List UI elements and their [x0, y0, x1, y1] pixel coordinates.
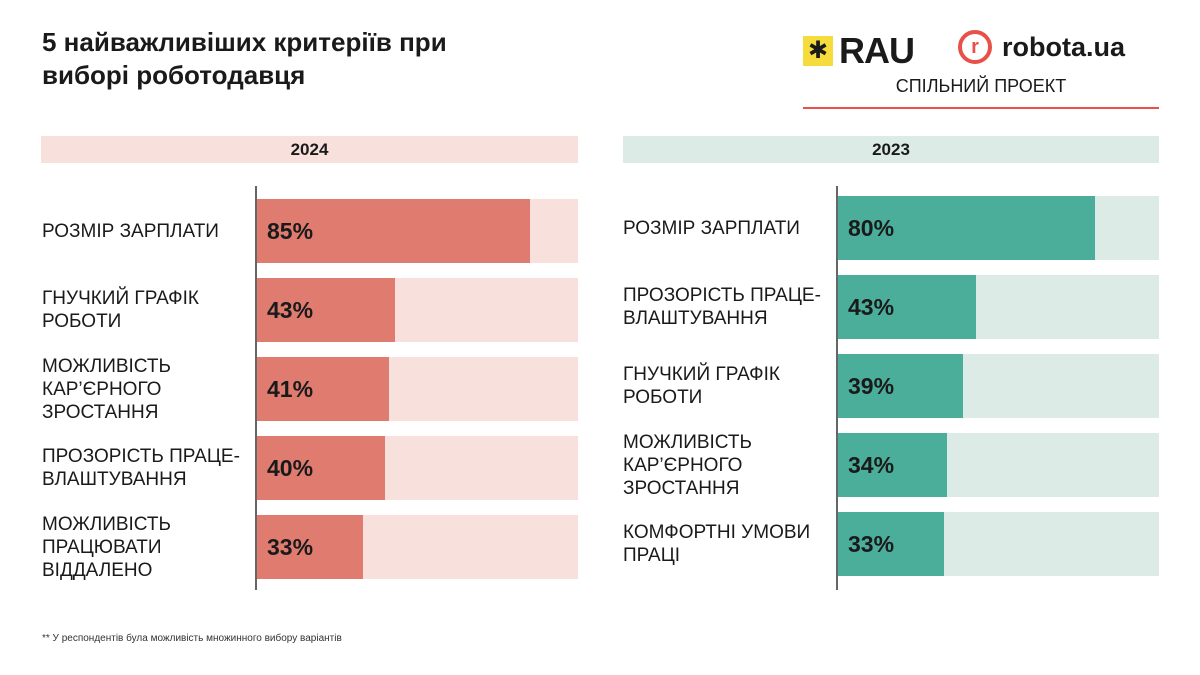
data-label: 40%	[267, 454, 314, 481]
bar-track: 41%	[257, 357, 578, 421]
bar-track: 34%	[838, 433, 1159, 497]
category-label: КОМФОРТНІ УМОВИ ПРАЦІ	[623, 522, 811, 566]
page-title: 5 найважливіших критеріїв при виборі роб…	[42, 27, 447, 90]
robota-r-icon: r	[958, 30, 992, 64]
data-label: 85%	[267, 217, 314, 244]
data-label: 43%	[267, 296, 314, 323]
category-label: ПРОЗОРІСТЬ ПРАЦЕ-ВЛАШТУВАННЯ	[623, 285, 821, 329]
bar	[838, 433, 948, 497]
bar	[838, 196, 1095, 260]
bar	[838, 512, 944, 576]
year-header-2023: 2023	[623, 136, 1159, 163]
bar-track: 33%	[257, 515, 578, 579]
footnote: ** У респондентів була можливість множин…	[42, 633, 342, 644]
bar	[838, 354, 964, 418]
bar-track: 85%	[257, 199, 578, 263]
data-label: 33%	[848, 530, 895, 557]
bar	[257, 515, 363, 579]
data-label: 41%	[267, 375, 314, 402]
category-label: ГНУЧКИЙ ГРАФІК РОБОТИ	[42, 288, 199, 332]
bar-track: 80%	[838, 196, 1159, 260]
robota-logo-text: robota.ua	[1002, 31, 1126, 62]
bar	[257, 357, 389, 421]
category-label: МОЖЛИВІСТЬ КАР’ЄРНОГО ЗРОСТАННЯ	[42, 355, 171, 423]
data-label: 39%	[848, 372, 895, 399]
category-label: ПРОЗОРІСТЬ ПРАЦЕ-ВЛАШТУВАННЯ	[42, 446, 240, 490]
category-label: МОЖЛИВІСТЬ КАР’ЄРНОГО ЗРОСТАННЯ	[623, 431, 752, 499]
joint-project-label: СПІЛЬНИЙ ПРОЕКТ	[895, 76, 1067, 96]
data-label: 80%	[848, 214, 895, 241]
bar	[838, 275, 977, 339]
bar	[257, 199, 530, 263]
data-label: 33%	[267, 533, 314, 560]
divider	[803, 107, 1159, 109]
bar	[257, 436, 386, 500]
bar-track: 39%	[838, 354, 1159, 418]
data-label: 34%	[848, 451, 895, 478]
category-label: РОЗМІР ЗАРПЛАТИ	[42, 220, 219, 242]
rau-logo: ✱ RAU	[803, 30, 915, 72]
year-header-2024: 2024	[41, 136, 578, 163]
robota-logo: r robota.ua	[958, 30, 1125, 64]
bar-track: 43%	[257, 278, 578, 342]
bar-track: 43%	[838, 275, 1159, 339]
rau-logo-text: RAU	[839, 30, 915, 71]
bar-track: 40%	[257, 436, 578, 500]
star-icon: ✱	[803, 36, 833, 66]
category-label: РОЗМІР ЗАРПЛАТИ	[623, 217, 800, 239]
bar	[257, 278, 396, 342]
data-label: 43%	[848, 293, 895, 320]
category-label: МОЖЛИВІСТЬ ПРАЦЮВАТИ ВІДДАЛЕНО	[42, 513, 171, 581]
category-label: ГНУЧКИЙ ГРАФІК РОБОТИ	[623, 364, 780, 408]
axis-line	[255, 186, 257, 590]
axis-line	[836, 186, 838, 590]
bar-track: 33%	[838, 512, 1159, 576]
